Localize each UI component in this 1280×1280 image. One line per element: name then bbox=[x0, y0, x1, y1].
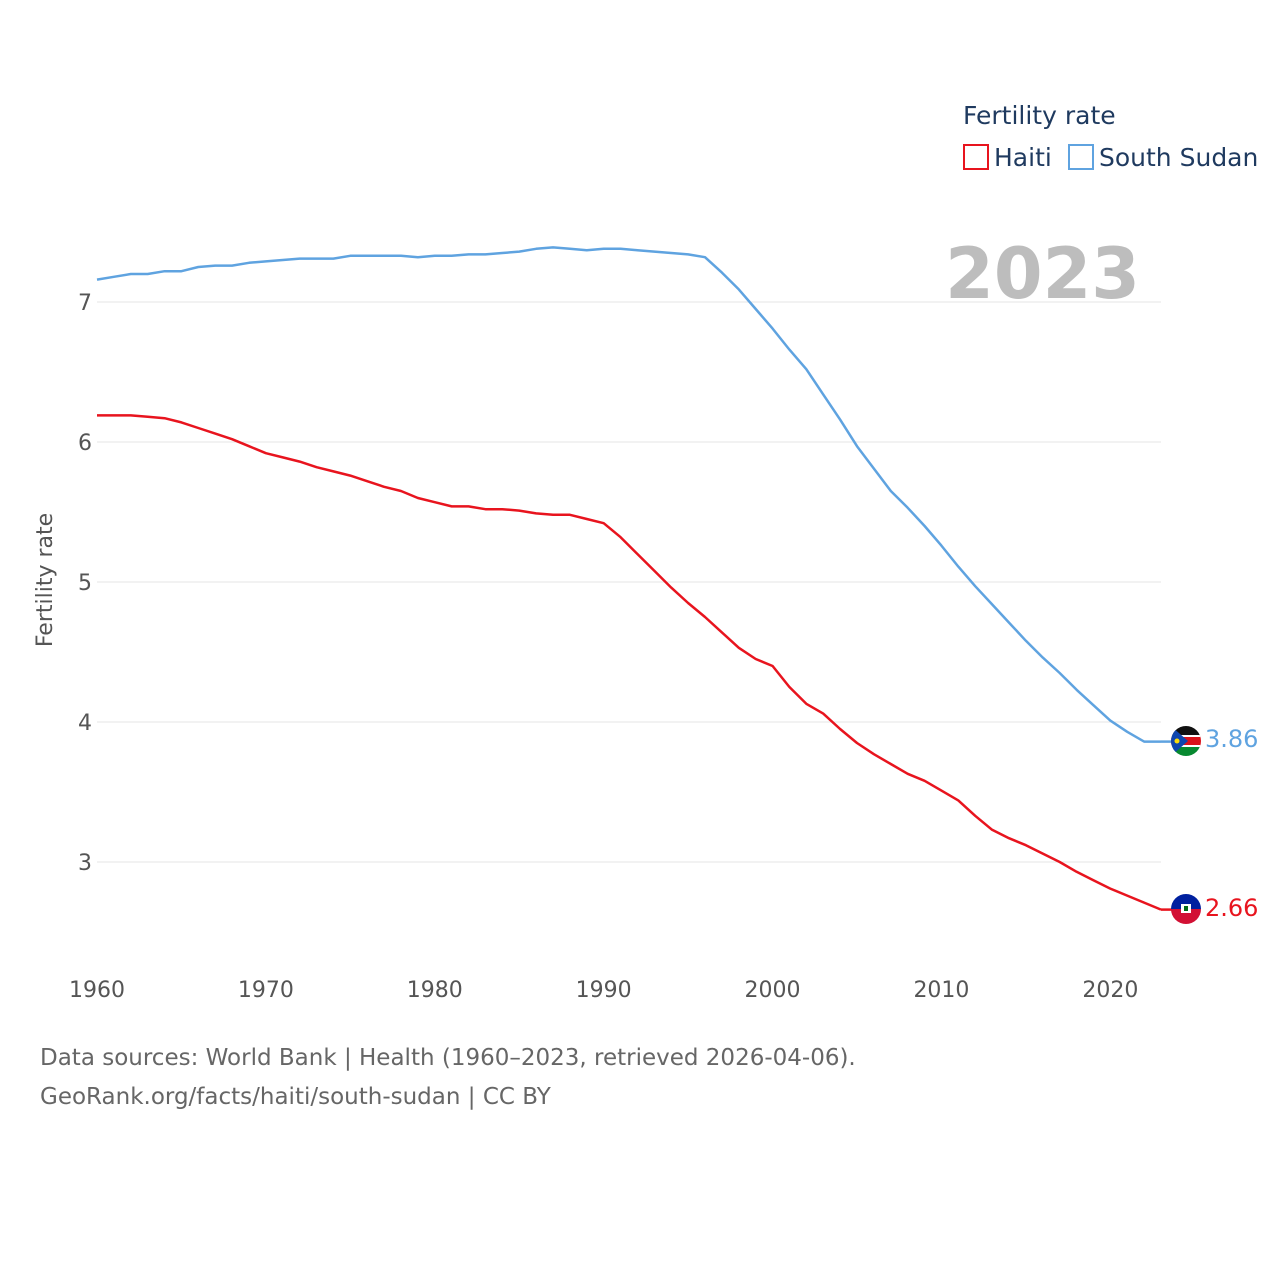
x-tick-label: 2010 bbox=[913, 978, 969, 1003]
x-axis-ticks: 1960 1970 1980 1990 2000 2010 2020 bbox=[69, 978, 1138, 1003]
y-tick-label: 7 bbox=[78, 291, 92, 316]
haiti-flag-icon bbox=[1171, 894, 1201, 924]
y-tick-label: 6 bbox=[78, 431, 92, 456]
y-tick-label: 4 bbox=[78, 711, 92, 736]
legend-item-south-sudan[interactable]: South Sudan bbox=[1068, 143, 1258, 172]
south-sudan-end-marker: 3.86 bbox=[1171, 725, 1258, 756]
south-sudan-end-value: 3.86 bbox=[1205, 725, 1258, 753]
y-axis-ticks: 3 4 5 6 7 bbox=[78, 291, 92, 876]
legend-swatch-south-sudan bbox=[1068, 144, 1094, 170]
source-line-1: Data sources: World Bank | Health (1960–… bbox=[40, 1045, 856, 1071]
legend-label-south-sudan: South Sudan bbox=[1099, 143, 1258, 172]
x-tick-label: 1980 bbox=[407, 978, 463, 1003]
y-tick-label: 5 bbox=[78, 571, 92, 596]
haiti-end-value: 2.66 bbox=[1205, 894, 1258, 922]
x-tick-label: 1990 bbox=[576, 978, 632, 1003]
legend-label-haiti: Haiti bbox=[994, 143, 1052, 172]
legend: Fertility rate Haiti South Sudan bbox=[963, 101, 1258, 172]
fertility-rate-chart: 3 4 5 6 7 1960 1970 1980 1990 2000 2010 2020 Ferti… bbox=[33, 101, 1258, 1003]
legend-item-haiti[interactable]: Haiti bbox=[963, 143, 1052, 172]
x-tick-label: 2020 bbox=[1082, 978, 1138, 1003]
series-line-south-sudan[interactable] bbox=[96, 246, 1161, 743]
x-tick-label: 2000 bbox=[745, 978, 801, 1003]
gridlines bbox=[97, 301, 1161, 863]
y-tick-label: 3 bbox=[78, 851, 92, 876]
series-layer bbox=[96, 246, 1172, 911]
legend-title: Fertility rate bbox=[963, 101, 1116, 130]
haiti-end-marker: 2.66 bbox=[1171, 894, 1258, 924]
source-line-2[interactable]: GeoRank.org/facts/haiti/south-sudan | CC… bbox=[40, 1084, 551, 1110]
legend-swatch-haiti bbox=[963, 144, 989, 170]
x-tick-label: 1970 bbox=[238, 978, 294, 1003]
year-label: 2023 bbox=[945, 233, 1140, 315]
series-line-haiti[interactable] bbox=[97, 414, 1162, 911]
south-sudan-flag-icon bbox=[1171, 726, 1201, 756]
x-tick-label: 1960 bbox=[69, 978, 125, 1003]
y-axis-label: Fertility rate bbox=[33, 513, 58, 647]
